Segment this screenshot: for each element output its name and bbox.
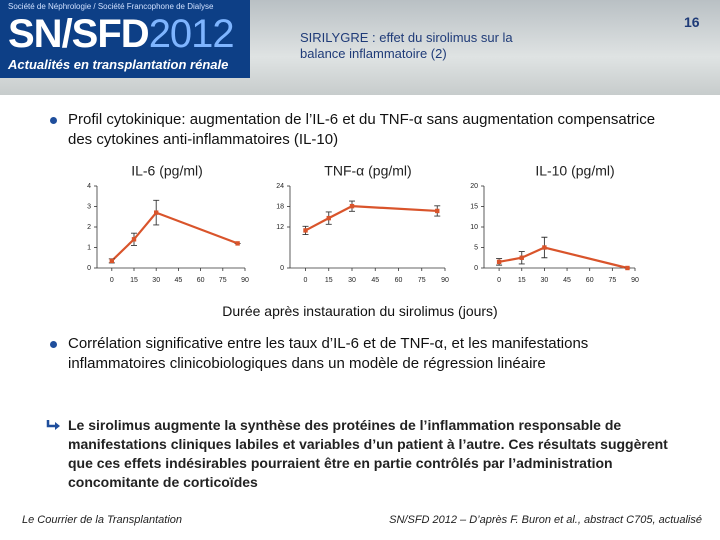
y-tick-label: 18 <box>276 203 284 210</box>
chart-title: IL-6 (pg/ml) <box>131 163 203 179</box>
society: Société de Néphrologie / Société Francop… <box>8 2 214 11</box>
point <box>235 241 240 246</box>
x-tick-label: 75 <box>219 277 227 284</box>
footer-left: Le Courrier de la Transplantation <box>22 514 182 526</box>
logo <box>0 0 250 78</box>
y-tick-label: 5 <box>474 244 478 251</box>
x-tick-label: 15 <box>325 277 333 284</box>
arrow-icon <box>46 420 60 430</box>
x-tick-label: 30 <box>348 277 356 284</box>
tagline: Actualités en transplantation rénale <box>8 57 229 72</box>
bullet-dot <box>50 341 57 348</box>
y-tick-label: 2 <box>87 224 91 231</box>
y-tick-label: 0 <box>474 265 478 272</box>
x-tick-label: 60 <box>586 277 594 284</box>
x-tick-label: 90 <box>441 277 449 284</box>
x-tick-label: 75 <box>418 277 426 284</box>
y-tick-label: 4 <box>87 183 91 190</box>
x-tick-label: 60 <box>395 277 403 284</box>
point <box>154 210 159 215</box>
x-tick-label: 75 <box>608 277 616 284</box>
slide-title: SIRILYGRE : effet du sirolimus sur la ba… <box>300 30 513 61</box>
x-tick-label: 90 <box>241 277 249 284</box>
brand: SN/SFD2012 <box>8 12 235 57</box>
point <box>326 215 331 221</box>
series-line <box>498 246 628 270</box>
x-tick-label: 45 <box>563 277 571 284</box>
series-line <box>111 211 238 262</box>
point <box>496 259 502 265</box>
y-tick-label: 3 <box>87 203 91 210</box>
x-axis-label: Durée après instauration du sirolimus (j… <box>222 303 498 319</box>
y-tick-label: 1 <box>87 244 91 251</box>
point <box>435 208 440 214</box>
point <box>625 265 630 271</box>
footer-right: SN/SFD 2012 – D’après F. Buron et al., a… <box>389 514 702 526</box>
point <box>519 255 524 260</box>
bullet: Profil cytokinique: augmentation de l’IL… <box>68 111 656 148</box>
brand-name: SN/SFD <box>8 12 150 56</box>
x-tick-label: 45 <box>175 277 183 284</box>
y-tick-label: 10 <box>470 224 478 231</box>
chart-title: IL-10 (pg/ml) <box>535 163 614 179</box>
x-tick-label: 60 <box>197 277 205 284</box>
point <box>303 228 308 233</box>
y-tick-label: 0 <box>280 265 284 272</box>
x-tick-label: 45 <box>371 277 379 284</box>
y-tick-label: 20 <box>470 183 478 190</box>
point <box>542 245 547 250</box>
bullet-dot <box>50 117 57 124</box>
x-tick-label: 30 <box>152 277 160 284</box>
point <box>349 203 355 209</box>
x-tick-label: 15 <box>130 277 138 284</box>
y-tick-label: 12 <box>276 224 284 231</box>
bullet: Corrélation significative entre les taux… <box>68 335 589 372</box>
series-line <box>304 205 438 232</box>
chart-title: TNF-α (pg/ml) <box>324 163 411 179</box>
point <box>109 258 114 264</box>
year: 2012 <box>148 12 235 56</box>
x-tick-label: 0 <box>497 277 501 284</box>
y-tick-label: 0 <box>87 265 91 272</box>
x-tick-label: 0 <box>110 277 114 284</box>
point <box>131 237 137 242</box>
page-number: 16 <box>684 14 700 30</box>
x-tick-label: 0 <box>304 277 308 284</box>
x-tick-label: 15 <box>518 277 526 284</box>
y-tick-label: 15 <box>470 203 478 210</box>
x-tick-label: 90 <box>631 277 639 284</box>
bullet: Le sirolimus augmente la synthèse des pr… <box>68 417 668 490</box>
y-tick-label: 24 <box>276 183 284 190</box>
x-tick-label: 30 <box>541 277 549 284</box>
